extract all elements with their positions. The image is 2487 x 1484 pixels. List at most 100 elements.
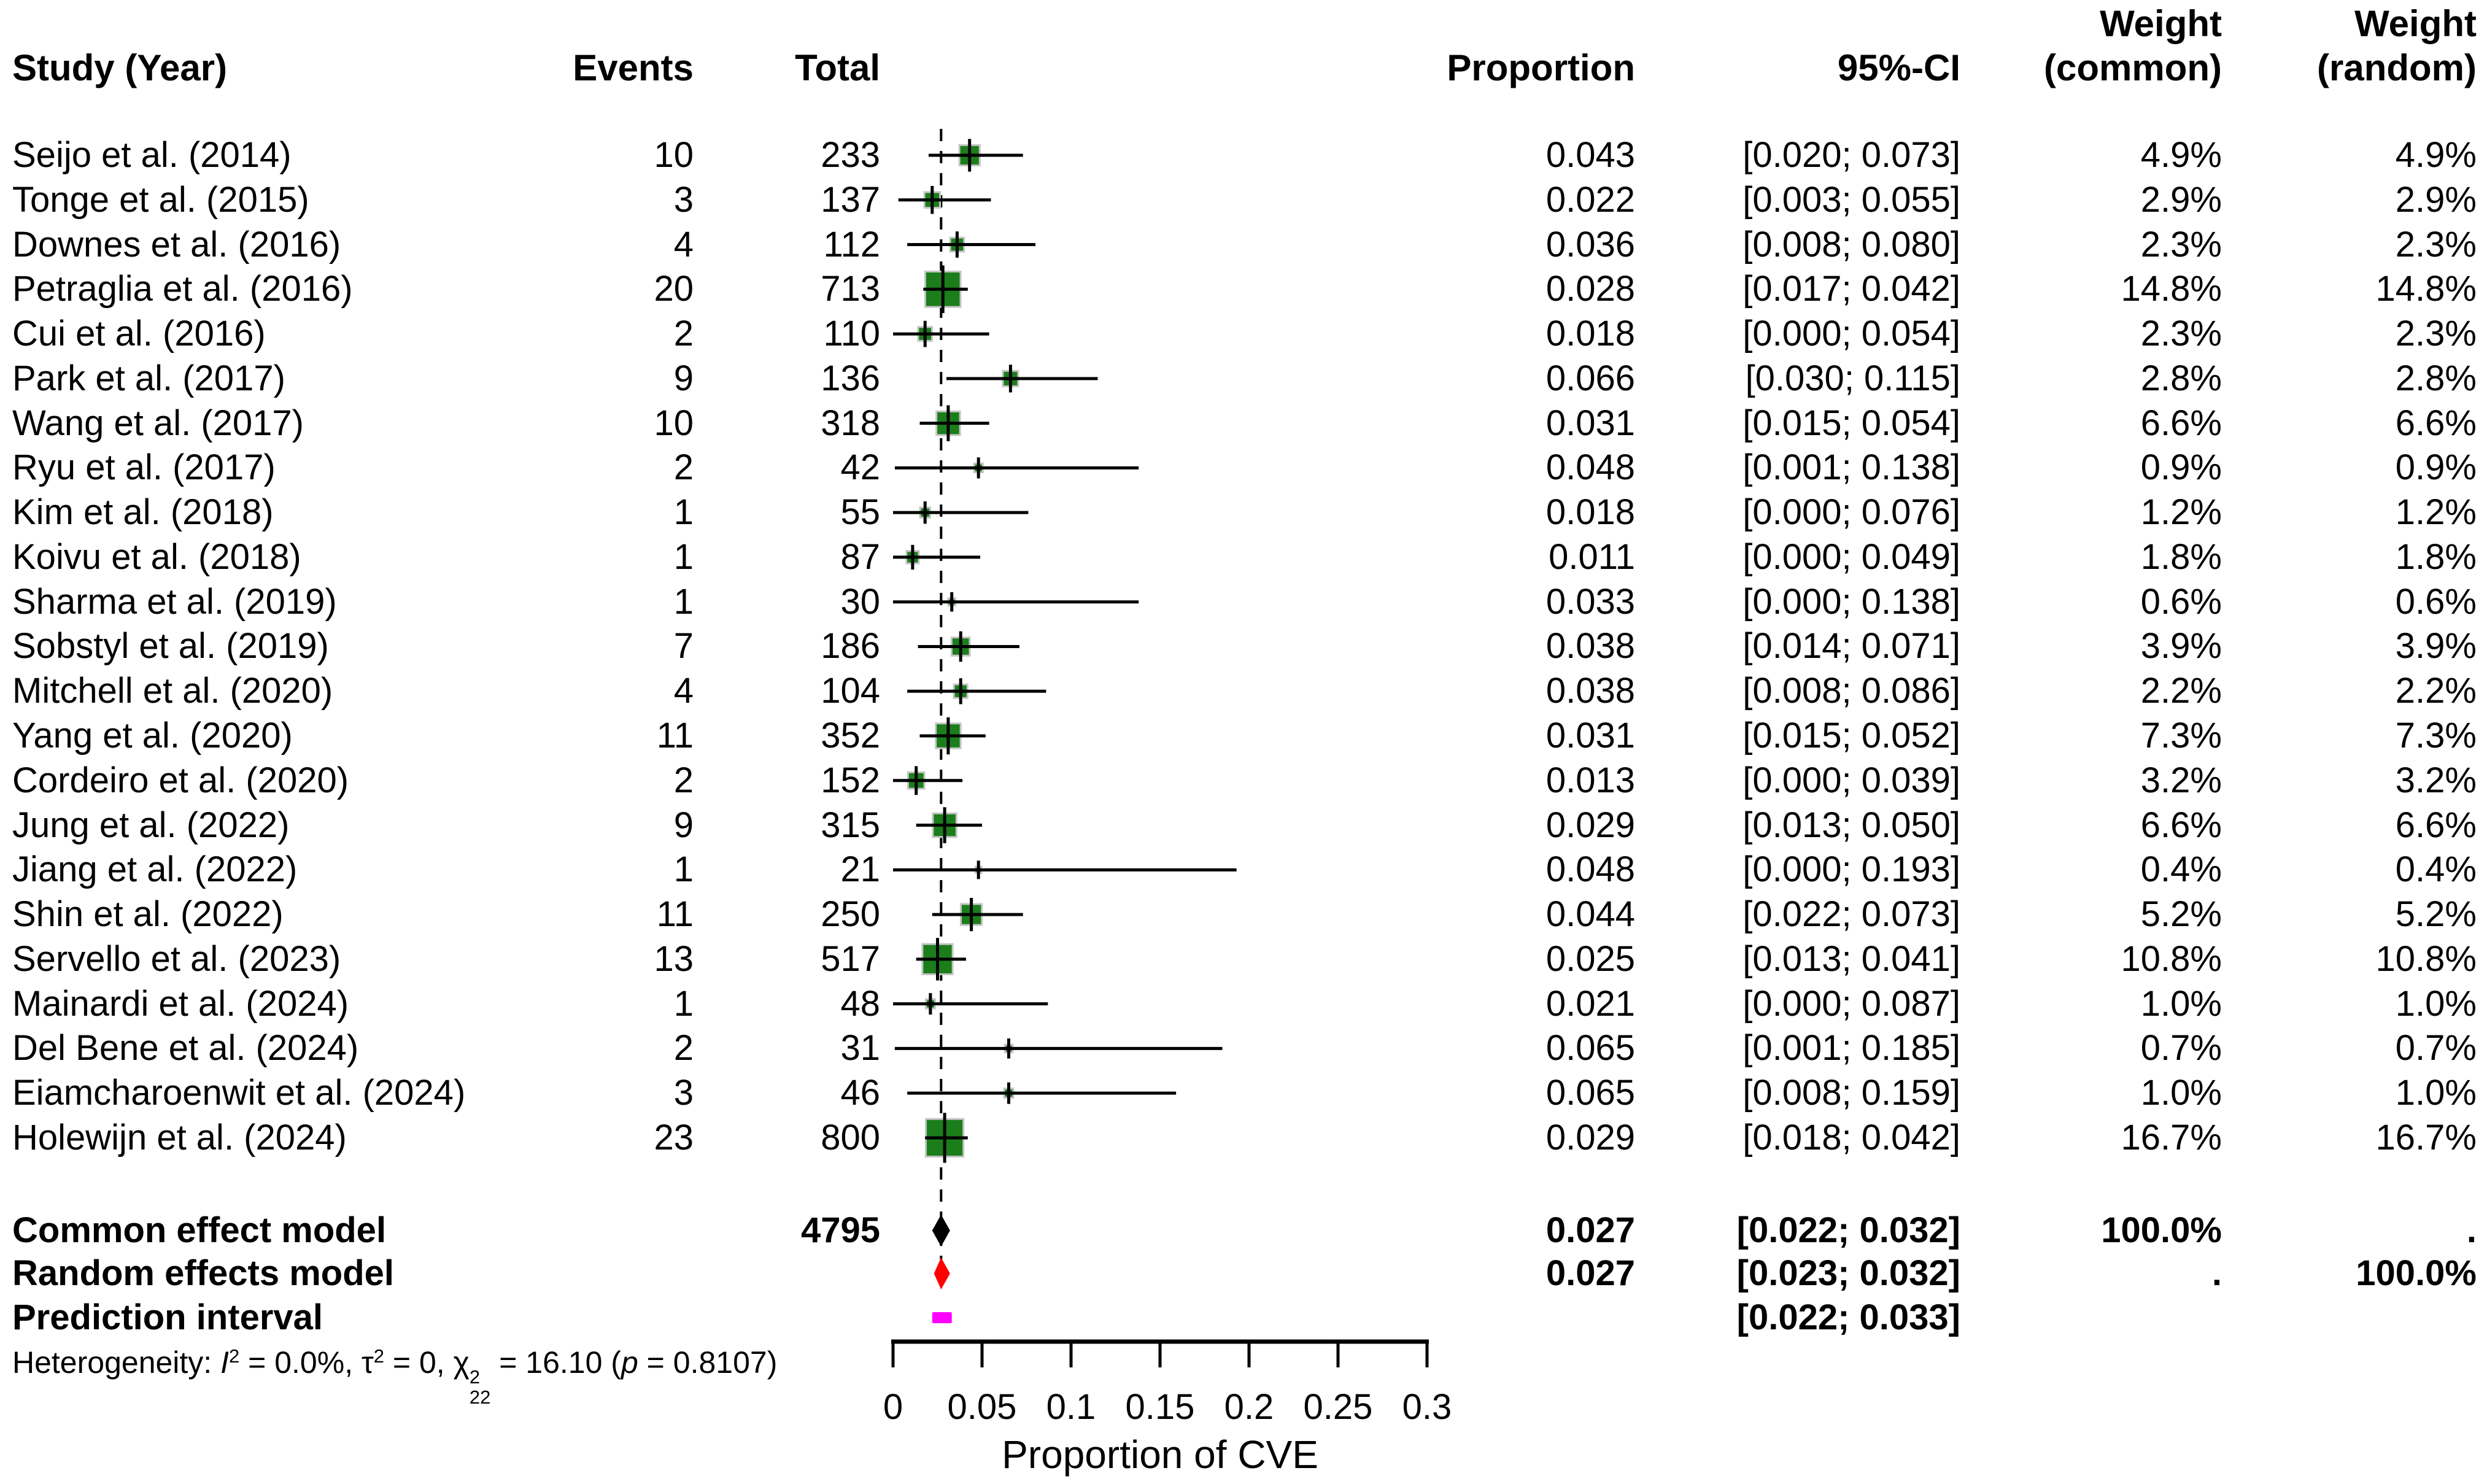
study-total: 46 — [840, 1073, 880, 1113]
col-header-events: Events — [573, 47, 694, 88]
summary-weight-random: . — [2466, 1210, 2477, 1250]
study-events: 9 — [673, 805, 694, 845]
study-weight-common: 3.2% — [2140, 760, 2222, 800]
study-weight-common: 6.6% — [2140, 403, 2222, 443]
study-name: Tonge et al. (2015) — [12, 179, 309, 220]
study-ci: [0.000; 0.138] — [1742, 581, 1960, 622]
summary-weight-common: 100.0% — [2101, 1210, 2222, 1250]
study-total: 30 — [840, 581, 880, 622]
study-proportion: 0.048 — [1545, 447, 1635, 488]
study-ci: [0.000; 0.049] — [1742, 536, 1960, 577]
study-events: 3 — [673, 1073, 694, 1113]
study-proportion: 0.065 — [1545, 1073, 1635, 1113]
study-name: Mitchell et al. (2020) — [12, 671, 333, 711]
study-events: 4 — [673, 224, 694, 265]
col-header-proportion: Proportion — [1447, 47, 1635, 88]
study-total: 110 — [823, 314, 880, 354]
study-total: 87 — [840, 536, 880, 577]
x-axis-tick-label: 0 — [883, 1387, 903, 1427]
study-ci: [0.013; 0.041] — [1742, 938, 1960, 979]
random-effects-diamond — [934, 1258, 950, 1289]
summary-total: 4795 — [800, 1210, 880, 1250]
study-weight-random: 2.3% — [2395, 224, 2477, 265]
study-weight-common: 6.6% — [2140, 805, 2222, 845]
study-name: Eiamcharoenwit et al. (2024) — [12, 1073, 466, 1113]
study-proportion: 0.033 — [1545, 581, 1635, 622]
study-total: 315 — [821, 805, 880, 845]
study-weight-common: 4.9% — [2140, 135, 2222, 175]
study-ci: [0.022; 0.073] — [1742, 894, 1960, 935]
x-axis-tick-label: 0.25 — [1304, 1387, 1373, 1427]
col-header-study: Study (Year) — [12, 47, 228, 88]
study-name: Ryu et al. (2017) — [12, 447, 276, 488]
study-name: Sobstyl et al. (2019) — [12, 626, 329, 667]
study-proportion: 0.013 — [1545, 760, 1635, 800]
study-proportion: 0.028 — [1545, 269, 1635, 309]
study-weight-random: 0.7% — [2395, 1028, 2477, 1069]
study-name: Cui et al. (2016) — [12, 314, 266, 354]
study-events: 2 — [673, 760, 694, 800]
study-weight-common: 2.2% — [2140, 671, 2222, 711]
study-proportion: 0.011 — [1549, 536, 1635, 577]
study-ci: [0.000; 0.193] — [1742, 849, 1960, 890]
col-header-total: Total — [795, 47, 880, 88]
study-total: 713 — [821, 269, 880, 309]
study-name: Jung et al. (2022) — [12, 805, 290, 845]
study-events: 1 — [673, 581, 694, 622]
study-weight-random: 16.7% — [2375, 1117, 2477, 1157]
study-weight-common: 10.8% — [2121, 938, 2222, 979]
study-name: Yang et al. (2020) — [12, 716, 293, 756]
study-weight-common: 1.2% — [2140, 492, 2222, 533]
study-weight-random: 0.4% — [2395, 849, 2477, 890]
study-weight-random: 1.8% — [2395, 536, 2477, 577]
study-total: 112 — [823, 224, 880, 265]
study-weight-random: 1.0% — [2395, 1073, 2477, 1113]
summary-ci: [0.022; 0.032] — [1736, 1210, 1960, 1250]
study-name: Shin et al. (2022) — [12, 894, 284, 935]
summary-weight-random: 100.0% — [2356, 1253, 2477, 1293]
study-name: Park et al. (2017) — [12, 358, 285, 398]
summary-ci: [0.023; 0.032] — [1736, 1253, 1960, 1293]
study-weight-common: 3.9% — [2140, 626, 2222, 667]
study-name: Sharma et al. (2019) — [12, 581, 337, 622]
study-ci: [0.008; 0.159] — [1742, 1073, 1960, 1113]
study-weight-common: 1.8% — [2140, 536, 2222, 577]
study-total: 136 — [821, 358, 880, 398]
study-weight-common: 1.0% — [2140, 983, 2222, 1024]
study-total: 42 — [840, 447, 880, 488]
study-events: 2 — [673, 314, 694, 354]
study-ci: [0.020; 0.073] — [1742, 135, 1960, 175]
study-name: Petraglia et al. (2016) — [12, 269, 353, 309]
col-header-weight-common: Weight (common) — [2044, 3, 2222, 88]
study-proportion: 0.031 — [1545, 716, 1635, 756]
study-events: 1 — [673, 983, 694, 1024]
study-events: 3 — [673, 179, 694, 220]
study-weight-common: 5.2% — [2140, 894, 2222, 935]
study-events: 23 — [654, 1117, 694, 1157]
study-weight-common: 14.8% — [2121, 269, 2222, 309]
study-events: 2 — [673, 1028, 694, 1069]
summary-label: Random effects model — [12, 1253, 394, 1293]
study-proportion: 0.048 — [1545, 849, 1635, 890]
study-total: 31 — [840, 1028, 880, 1069]
prediction-interval-bar — [932, 1312, 952, 1323]
summary-proportion: 0.027 — [1545, 1210, 1635, 1250]
x-axis-tick-label: 0.3 — [1402, 1387, 1452, 1427]
study-weight-random: 6.6% — [2395, 805, 2477, 845]
study-weight-common: 2.3% — [2140, 224, 2222, 265]
study-ci: [0.003; 0.055] — [1742, 179, 1960, 220]
study-weight-random: 3.2% — [2395, 760, 2477, 800]
study-weight-common: 0.6% — [2140, 581, 2222, 622]
study-proportion: 0.038 — [1545, 626, 1635, 667]
study-total: 250 — [821, 894, 880, 935]
study-events: 1 — [673, 536, 694, 577]
study-name: Kim et al. (2018) — [12, 492, 274, 533]
study-name: Koivu et al. (2018) — [12, 536, 301, 577]
study-proportion: 0.065 — [1545, 1028, 1635, 1069]
study-ci: [0.001; 0.185] — [1742, 1028, 1960, 1069]
study-ci: [0.001; 0.138] — [1742, 447, 1960, 488]
study-weight-random: 6.6% — [2395, 403, 2477, 443]
x-axis-title: Proportion of CVE — [1002, 1432, 1318, 1477]
study-weight-common: 2.3% — [2140, 314, 2222, 354]
